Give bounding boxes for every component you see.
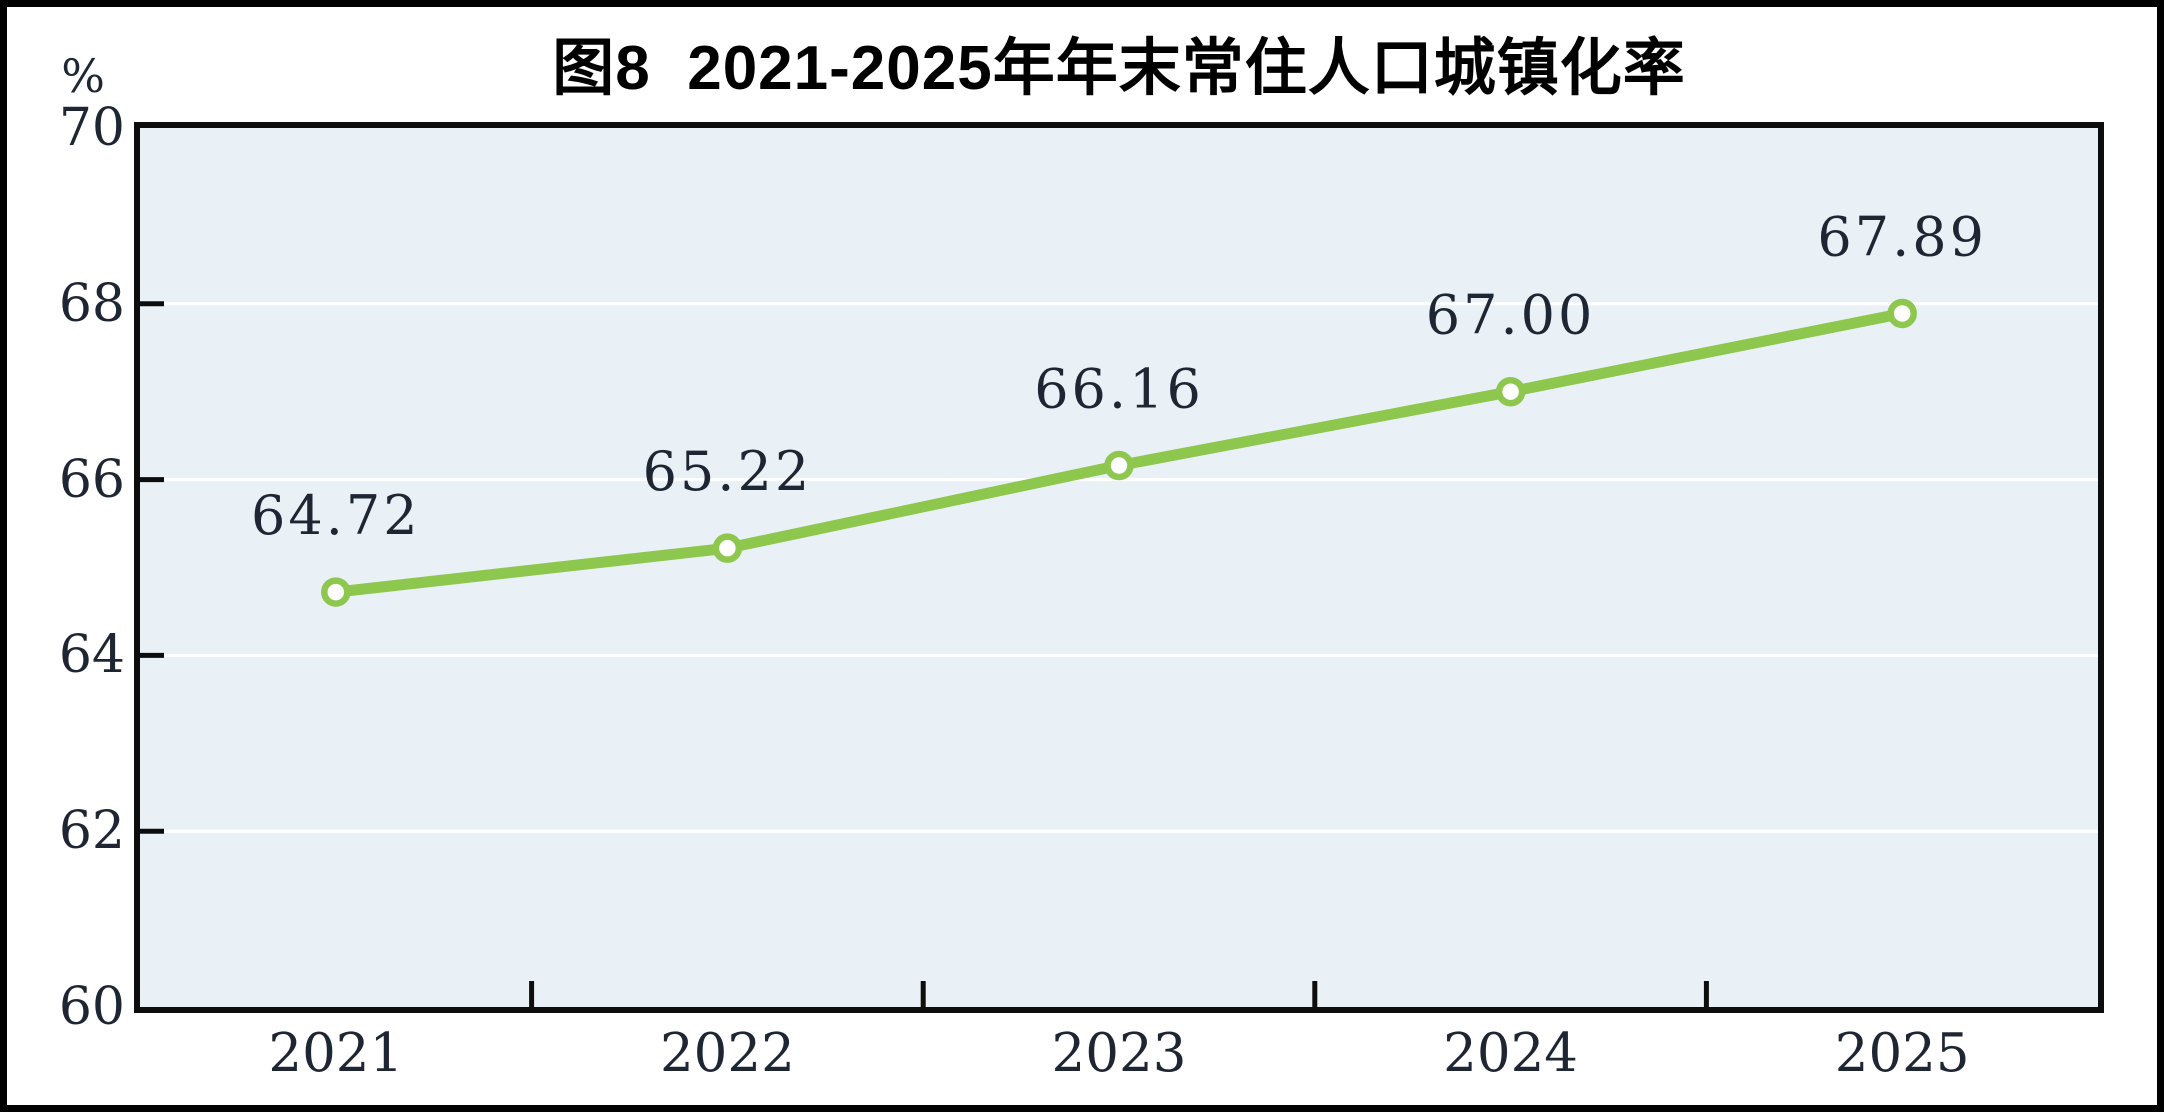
data-point-marker (712, 533, 743, 563)
y-tick-label: 70 (58, 98, 125, 158)
chart-title: 图8 2021-2025年年末常住人口城镇化率 (552, 34, 1686, 103)
x-tick-label: 2022 (659, 1023, 795, 1084)
x-tick-label: 2025 (1834, 1023, 1970, 1084)
y-tick-label: 66 (58, 449, 125, 510)
data-point-label: 64.72 (251, 484, 421, 547)
data-point-marker (1104, 450, 1134, 481)
x-tick-label: 2023 (1051, 1023, 1187, 1084)
data-point-label: 65.22 (643, 440, 813, 503)
y-tick-label: 62 (58, 801, 125, 862)
data-point-marker (321, 577, 351, 607)
data-point-label: 67.00 (1426, 284, 1596, 347)
y-tick-label: 60 (58, 977, 125, 1037)
data-point-marker (1887, 298, 1917, 329)
data-point-label: 66.16 (1034, 358, 1204, 421)
y-tick-label: 64 (58, 625, 125, 686)
data-point-marker (1495, 376, 1526, 407)
plot-area-background (140, 128, 2098, 1007)
x-tick-label: 2021 (268, 1023, 404, 1084)
data-point-label: 67.89 (1817, 205, 1987, 268)
y-tick-label: 68 (58, 273, 125, 334)
y-axis-unit-label: % (61, 49, 105, 103)
x-tick-label: 2024 (1443, 1023, 1579, 1084)
line-chart-svg: 64.72 65.22 66.16 67.00 67.89 (140, 205, 2098, 1007)
